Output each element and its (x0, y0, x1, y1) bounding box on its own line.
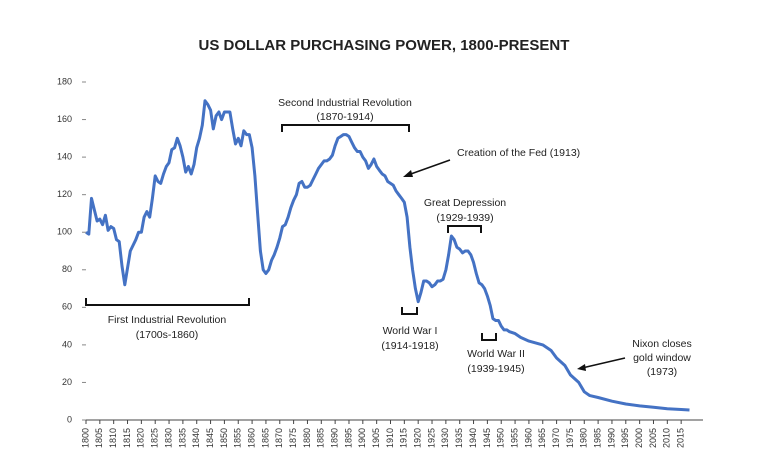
annotation: gold window (633, 352, 691, 364)
annotation: World War II (467, 348, 525, 360)
x-tick-label: 1990 (606, 428, 616, 448)
x-tick-label: 1910 (385, 428, 395, 448)
y-tick-label: 20 (62, 377, 72, 387)
arrow (581, 357, 626, 369)
y-tick-label: 60 (62, 302, 72, 312)
annotation: (1914-1918) (381, 340, 438, 352)
x-tick-label: 1900 (357, 428, 367, 448)
y-tick-label: 160 (57, 114, 72, 124)
x-tick-label: 1875 (288, 428, 298, 448)
annotation: First Industrial Revolution (108, 314, 227, 326)
x-tick-label: 1895 (343, 428, 353, 448)
x-tick-label: 2010 (662, 428, 672, 448)
x-tick-label: 1885 (316, 428, 326, 448)
x-tick-label: 1820 (136, 428, 146, 448)
data-line (85, 99, 690, 412)
annotation: (1939-1945) (467, 363, 524, 375)
bracket (281, 124, 410, 132)
x-tick-label: 1825 (150, 428, 160, 448)
y-tick-label: 100 (57, 227, 72, 237)
x-tick-label: 1945 (482, 428, 492, 448)
chart-title: US DOLLAR PURCHASING POWER, 1800-PRESENT (199, 37, 570, 54)
x-tick-label: 1860 (246, 428, 256, 448)
x-tick-label: 1815 (122, 428, 132, 448)
x-tick-label: 1850 (219, 428, 229, 448)
annotation: (1870-1914) (316, 111, 373, 123)
bracket (401, 307, 418, 315)
y-tick-label: 80 (62, 264, 72, 274)
y-tick-label: 0 (67, 414, 72, 424)
annotation: Creation of the Fed (1913) (457, 147, 580, 159)
x-tick-label: 1890 (330, 428, 340, 448)
bracket (85, 298, 250, 306)
bracket (481, 333, 497, 341)
y-tick-label: 120 (57, 189, 72, 199)
annotation: (1700s-1860) (136, 329, 198, 341)
x-tick-label: 1985 (592, 428, 602, 448)
x-tick-label: 1930 (440, 428, 450, 448)
bracket (447, 225, 482, 233)
x-tick-label: 1965 (537, 428, 547, 448)
x-tick-label: 1905 (371, 428, 381, 448)
arrow-head (577, 364, 586, 371)
x-tick-label: 1870 (274, 428, 284, 448)
x-tick-label: 1830 (163, 428, 173, 448)
x-tick-label: 1955 (509, 428, 519, 448)
annotation: Second Industrial Revolution (278, 97, 412, 109)
annotation: Great Depression (424, 197, 506, 209)
x-tick-label: 2000 (634, 428, 644, 448)
x-tick-label: 1950 (496, 428, 506, 448)
annotation: Nixon closes (632, 338, 692, 350)
x-tick-label: 1935 (454, 428, 464, 448)
x-tick-label: 1835 (177, 428, 187, 448)
x-tick-label: 2005 (648, 428, 658, 448)
x-tick-label: 1960 (523, 428, 533, 448)
x-tick-label: 1810 (108, 428, 118, 448)
arrow (407, 159, 451, 176)
annotation: World War I (383, 325, 438, 337)
x-tick-label: 1880 (302, 428, 312, 448)
y-tick-label: 40 (62, 339, 72, 349)
x-tick-label: 1925 (426, 428, 436, 448)
x-tick-label: 1805 (94, 428, 104, 448)
annotations: Second Industrial Revolution (1870-1914)… (85, 97, 692, 378)
annotation: (1973) (647, 366, 677, 378)
x-tick-label: 2015 (676, 428, 686, 448)
x-tick-label: 1845 (205, 428, 215, 448)
x-tick-label: 1975 (565, 428, 575, 448)
x-tick-label: 1840 (191, 428, 201, 448)
y-tick-label: 180 (57, 76, 72, 86)
arrow-head (403, 170, 413, 177)
x-tick-label: 1865 (260, 428, 270, 448)
x-tick-label: 1980 (579, 428, 589, 448)
annotation: (1929-1939) (436, 212, 493, 224)
x-tick-label: 1915 (399, 428, 409, 448)
x-tick-label: 1940 (468, 428, 478, 448)
y-tick-label: 140 (57, 151, 72, 161)
x-tick-label: 1970 (551, 428, 561, 448)
x-tick-label: 1800 (80, 428, 90, 448)
x-tick-label: 1995 (620, 428, 630, 448)
x-tick-label: 1855 (233, 428, 243, 448)
x-tick-label: 1920 (413, 428, 423, 448)
